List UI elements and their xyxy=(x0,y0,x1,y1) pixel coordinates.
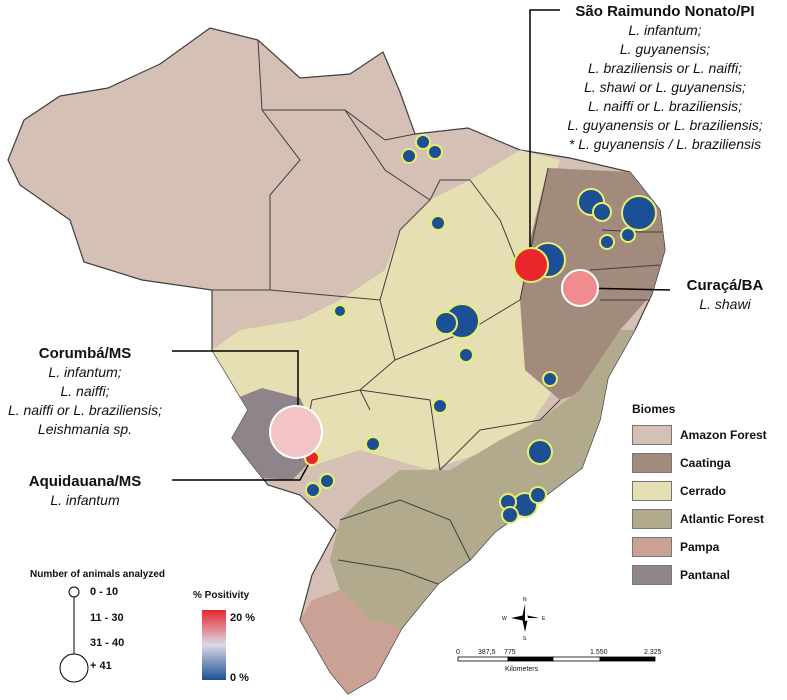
biome-pampa xyxy=(300,590,402,694)
species-line: L. shawi or L. guyanensis; xyxy=(584,79,746,95)
data-circle xyxy=(458,347,474,363)
positivity-max-label: 20 % xyxy=(230,612,256,624)
data-circle xyxy=(401,148,417,164)
biome-swatch xyxy=(632,425,672,445)
size-legend-title: Number of animals analyzed xyxy=(30,569,166,580)
biome-legend-row: Pantanal xyxy=(632,565,730,585)
species-line: L. naiffi or L. braziliensis; xyxy=(7,402,163,418)
biome-name: Pampa xyxy=(680,540,720,554)
species-line: L. infantum; xyxy=(48,364,122,380)
biome-atlantic-forest xyxy=(330,330,635,628)
biome-legend-row: Caatinga xyxy=(632,453,731,473)
compass-n: N xyxy=(523,597,527,603)
biome-name: Amazon Forest xyxy=(680,428,767,442)
compass-w: W xyxy=(502,616,507,622)
biome-name: Pantanal xyxy=(680,568,731,582)
data-circles xyxy=(304,134,657,524)
data-circle xyxy=(319,473,335,489)
biome-name: Cerrado xyxy=(680,484,727,498)
species-line: L. guyanensis or L. braziliensis; xyxy=(567,117,763,133)
data-circle xyxy=(501,506,519,524)
location-name: Corumbá/MS xyxy=(38,345,132,362)
species-line: L. braziliensis or L. naiffi; xyxy=(587,60,743,76)
data-circle xyxy=(529,486,547,504)
data-circle xyxy=(432,398,448,414)
label-aquidauana: Aquidauana/MS L. infantum xyxy=(0,472,170,510)
positivity-min-label: 0 % xyxy=(230,672,249,684)
biome-legend-row: Amazon Forest xyxy=(632,425,767,445)
size-class-label: 31 - 40 xyxy=(90,637,125,649)
biome-swatch xyxy=(632,453,672,473)
compass-s: S xyxy=(523,636,527,642)
biome-swatch xyxy=(632,537,672,557)
positivity-gradient-bar xyxy=(202,610,226,680)
location-name: São Raimundo Nonato/PI xyxy=(575,3,755,20)
compass-e: E xyxy=(542,616,546,622)
positivity-legend-title: % Positivity xyxy=(193,590,250,601)
biome-name: Caatinga xyxy=(680,456,731,470)
biome-legend-row: Atlantic Forest xyxy=(632,509,764,529)
data-circle xyxy=(305,482,321,498)
scale-tick-label: 0 xyxy=(456,649,460,656)
biomes-legend-title: Biomes xyxy=(632,402,676,416)
label-corumba: Corumbá/MS L. infantum; L. naiffi; L. na… xyxy=(0,344,170,439)
data-circle xyxy=(620,227,636,243)
scale-tick-label: 1.550 xyxy=(590,649,608,656)
species-line: Leishmania sp. xyxy=(37,421,133,437)
size-class-label: 0 - 10 xyxy=(90,586,119,598)
species-line: L. shawi xyxy=(699,296,751,312)
biome-swatch xyxy=(632,509,672,529)
data-circle xyxy=(427,144,443,160)
data-circle xyxy=(561,269,599,307)
biome-name: Atlantic Forest xyxy=(680,512,765,526)
location-name: Aquidauana/MS xyxy=(28,473,142,490)
data-circle xyxy=(430,215,446,231)
data-circle xyxy=(269,405,323,459)
scale-unit-label: Kilometers xyxy=(505,666,539,673)
data-circle xyxy=(513,247,549,283)
species-line: L. infantum; xyxy=(628,22,702,38)
scale-bar xyxy=(457,656,656,662)
biome-swatch xyxy=(632,481,672,501)
data-circle xyxy=(527,439,553,465)
data-circle xyxy=(599,234,615,250)
biome-cerrado xyxy=(212,150,560,470)
data-circle xyxy=(592,202,612,222)
species-line: L. naiffi; xyxy=(60,383,110,399)
data-circle xyxy=(365,436,381,452)
size-class-label: + 41 xyxy=(90,660,112,672)
biome-legend-row: Pampa xyxy=(632,537,719,557)
biome-legend-row: Cerrado xyxy=(632,481,726,501)
species-line: L. naiffi or L. braziliensis; xyxy=(587,98,743,114)
species-line: * L. guyanensis / L. braziliensis xyxy=(568,136,762,152)
biome-swatch xyxy=(632,565,672,585)
label-sao-raimundo-nonato: São Raimundo Nonato/PI L. infantum; L. g… xyxy=(545,2,785,154)
data-circle xyxy=(621,195,657,231)
data-circle xyxy=(415,134,431,150)
size-legend xyxy=(59,586,89,683)
data-circle xyxy=(333,304,347,318)
scale-tick-label: 387,5 xyxy=(478,649,496,656)
size-class-label: 11 - 30 xyxy=(90,612,124,624)
data-circle xyxy=(542,371,558,387)
scale-tick-label: 775 xyxy=(504,649,516,656)
species-line: L. infantum xyxy=(50,492,120,508)
size-legend-small-circle xyxy=(68,586,80,598)
species-line: L. guyanensis; xyxy=(619,41,711,57)
highlight-circles xyxy=(269,269,599,459)
scale-tick-label: 2.325 xyxy=(644,649,662,656)
location-name: Curaçá/BA xyxy=(686,277,764,294)
data-circle xyxy=(434,311,458,335)
compass-icon: N S E W xyxy=(502,597,546,642)
size-legend-large-circle xyxy=(59,653,89,683)
label-curaca: Curaçá/BA L. shawi xyxy=(670,276,780,314)
